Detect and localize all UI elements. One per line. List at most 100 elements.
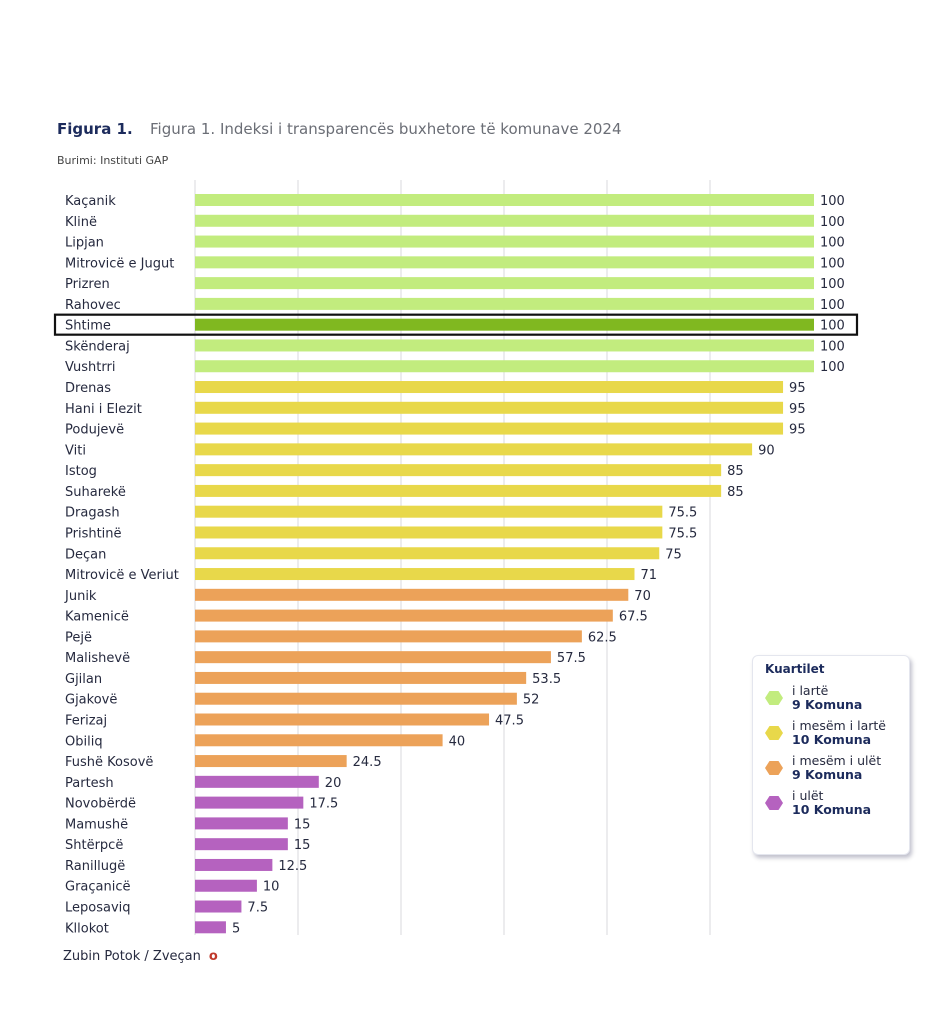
category-label: Pejë	[65, 630, 92, 645]
bar	[195, 879, 257, 892]
bar	[195, 651, 551, 664]
bar	[195, 381, 784, 394]
value-label: 85	[727, 464, 744, 479]
bar	[195, 921, 226, 934]
value-label: 85	[727, 485, 744, 500]
highlight-box	[53, 313, 859, 336]
bar	[195, 838, 288, 851]
bar	[195, 713, 490, 726]
value-label: 62.5	[588, 630, 617, 645]
category-label: Hani i Elezit	[65, 402, 142, 417]
bar	[195, 526, 663, 539]
bar	[195, 775, 319, 788]
legend-title: Kuartilet	[765, 662, 825, 676]
value-label: 75.5	[668, 506, 697, 521]
category-label: Partesh	[65, 776, 114, 791]
category-label: Fushë Kosovë	[65, 755, 153, 770]
zero-value-row: Zubin Potok / Zveçan o	[63, 949, 218, 964]
hexagon-icon	[765, 726, 783, 740]
bar	[195, 609, 613, 622]
category-label: Drenas	[65, 381, 111, 396]
category-label: Kamenicë	[65, 610, 129, 625]
value-label: 95	[789, 381, 806, 396]
legend-count: 9 Komuna	[792, 697, 863, 712]
category-label: Viti	[65, 443, 86, 458]
category-label: Ferizaj	[65, 714, 107, 729]
category-label: Junik	[64, 589, 97, 604]
category-label: Novobërdë	[65, 797, 136, 812]
category-label: Ranillugë	[65, 859, 125, 874]
bar	[195, 630, 582, 643]
category-label: Mitrovicë e Veriut	[65, 568, 179, 583]
value-label: 20	[325, 776, 342, 791]
value-label: 75	[665, 547, 682, 562]
value-label: 24.5	[353, 755, 382, 770]
value-label: 95	[789, 402, 806, 417]
value-label: 17.5	[309, 797, 338, 812]
legend-label: i lartë	[792, 683, 829, 698]
bar	[195, 858, 273, 871]
bar	[195, 734, 443, 747]
category-label: Klinë	[65, 215, 97, 230]
value-label: 15	[294, 817, 311, 832]
value-label: 10	[263, 880, 280, 895]
category-label: Mitrovicë e Jugut	[65, 256, 174, 271]
legend-count: 10 Komuna	[792, 802, 872, 817]
bar	[195, 817, 288, 830]
value-label: 100	[820, 194, 845, 209]
category-label: Rahovec	[65, 298, 121, 313]
bar	[195, 401, 784, 414]
value-label: 70	[634, 589, 651, 604]
bar	[195, 796, 304, 809]
value-label: 100	[820, 319, 845, 334]
value-label: 40	[449, 734, 466, 749]
value-label: 75.5	[668, 526, 697, 541]
bar	[195, 277, 814, 290]
bar	[195, 256, 814, 269]
hexagon-icon	[765, 691, 783, 705]
category-label: Shtërpcë	[65, 838, 123, 853]
category-label: Mamushë	[65, 817, 128, 832]
legend: Kuartilet i lartë 9 Komuna i mesëm i lart…	[752, 655, 910, 855]
hexagon-icon	[765, 796, 783, 810]
value-label: 5	[232, 921, 240, 936]
bar	[195, 422, 784, 435]
legend-item: i mesëm i lartë 10 Komuna	[765, 719, 909, 747]
value-label: 7.5	[247, 901, 268, 916]
value-label: 100	[820, 339, 845, 354]
category-label: Podujevë	[65, 423, 124, 438]
value-label: 95	[789, 423, 806, 438]
bar	[195, 755, 347, 768]
legend-label: i ulët	[792, 788, 824, 803]
category-label: Dragash	[65, 506, 120, 521]
bar	[195, 214, 814, 227]
bar	[195, 464, 722, 477]
bar	[195, 484, 722, 497]
value-label: 100	[820, 256, 845, 271]
category-label: Gjakovë	[65, 693, 117, 708]
hexagon-icon	[765, 761, 783, 775]
bar	[195, 900, 242, 913]
value-label: 52	[523, 693, 540, 708]
value-label: 100	[820, 298, 845, 313]
legend-count: 9 Komuna	[792, 767, 863, 782]
value-label: 100	[820, 360, 845, 375]
value-label: 71	[640, 568, 657, 583]
value-label: 100	[820, 215, 845, 230]
bar	[195, 339, 814, 352]
category-label: Malishevë	[65, 651, 130, 666]
bar	[195, 235, 814, 248]
legend-item: i mesëm i ulët 9 Komuna	[765, 754, 909, 782]
value-label: 100	[820, 236, 845, 251]
category-label: Deçan	[65, 547, 106, 562]
bar	[195, 588, 629, 601]
value-label: 57.5	[557, 651, 586, 666]
legend-item: i ulët 10 Komuna	[765, 789, 909, 817]
category-label: Kaçanik	[65, 194, 116, 209]
bar	[195, 671, 527, 684]
value-label: 67.5	[619, 610, 648, 625]
bar	[195, 297, 814, 310]
figure-label: Figura 1.	[57, 120, 133, 138]
category-label: Gjilan	[65, 672, 102, 687]
category-label: Zubin Potok / Zveçan	[63, 949, 201, 964]
